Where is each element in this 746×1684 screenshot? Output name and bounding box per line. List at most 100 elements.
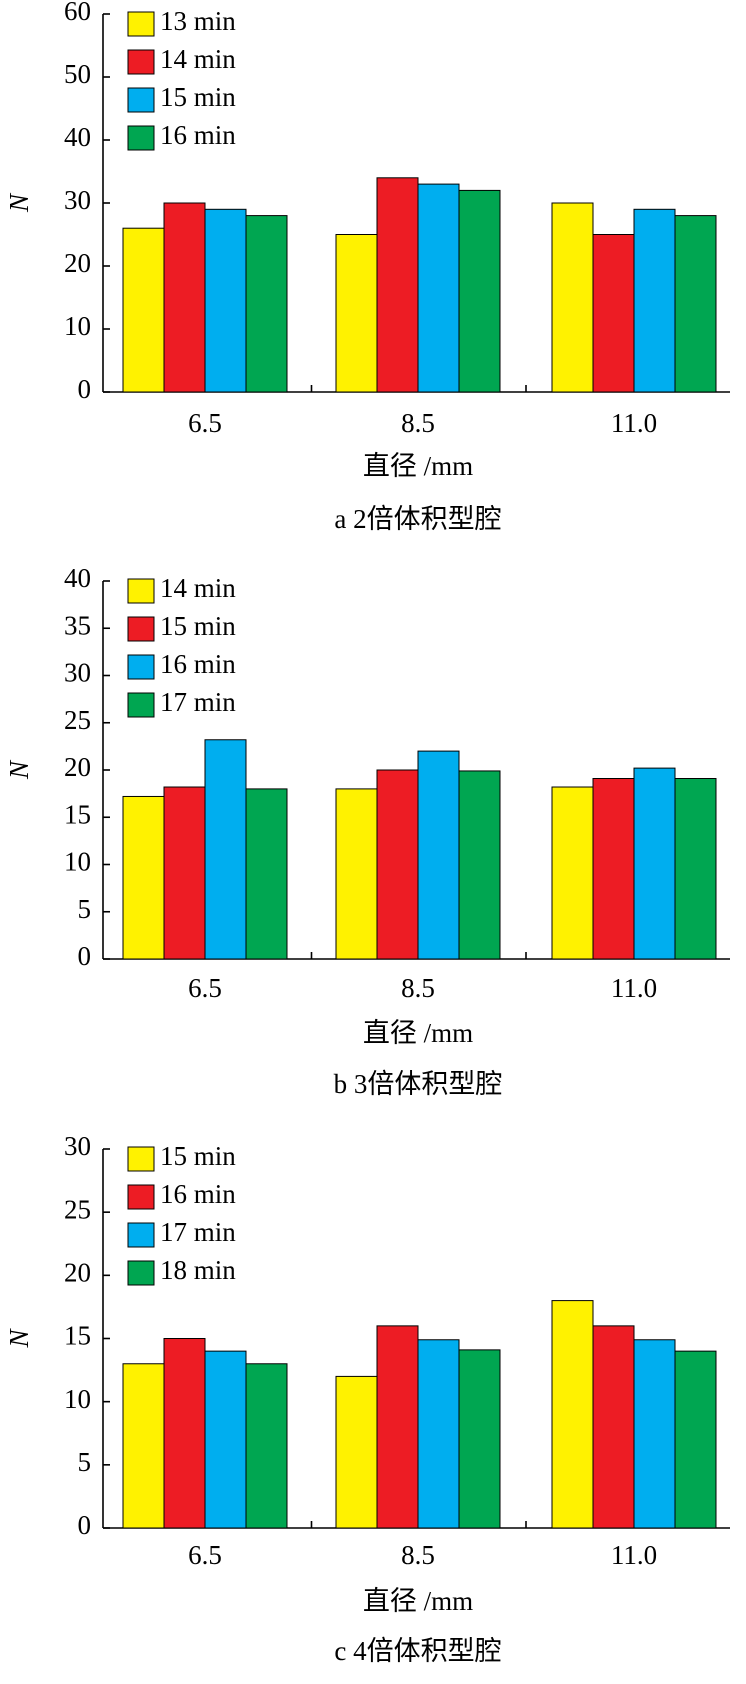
y-tick-label: 0 [78, 1510, 92, 1540]
bar [335, 788, 378, 960]
legend-label: 14 min [160, 44, 236, 74]
bar [458, 1349, 501, 1529]
x-tick-label: 11.0 [611, 973, 657, 1003]
bar [592, 234, 635, 393]
legend-label: 16 min [160, 1179, 236, 1209]
bar [245, 1363, 288, 1529]
y-tick-label: 20 [64, 1258, 91, 1288]
bar [376, 177, 419, 393]
legend-label: 17 min [160, 687, 236, 717]
bar [417, 183, 460, 393]
bar [633, 767, 676, 960]
bar [335, 1375, 378, 1529]
y-tick-label: 0 [78, 941, 92, 971]
legend-label: 14 min [160, 573, 236, 603]
bar [245, 215, 288, 393]
y-axis-label: N [4, 192, 34, 213]
y-tick-label: 5 [78, 894, 92, 924]
bar [417, 1339, 460, 1529]
y-tick-label: 20 [64, 752, 91, 782]
legend-swatch [127, 1222, 155, 1248]
legend-label: 16 min [160, 649, 236, 679]
bar [674, 215, 717, 393]
bar [122, 1363, 165, 1529]
caption: a 2倍体积型腔 [334, 504, 501, 534]
bar [674, 778, 717, 960]
bar [551, 786, 594, 960]
legend-swatch [127, 49, 155, 75]
bar [376, 1325, 419, 1529]
legend-label: 15 min [160, 1141, 236, 1171]
y-tick-label: 60 [64, 0, 91, 26]
legend-label: 18 min [160, 1255, 236, 1285]
caption: b 3倍体积型腔 [334, 1069, 503, 1099]
bar [376, 769, 419, 960]
y-tick-label: 50 [64, 59, 91, 89]
bar [633, 208, 676, 393]
legend-swatch [127, 1146, 155, 1172]
y-tick-label: 30 [64, 185, 91, 215]
x-tick-label: 6.5 [188, 408, 222, 438]
bar [245, 788, 288, 960]
y-tick-label: 10 [64, 311, 91, 341]
x-tick-label: 6.5 [188, 973, 222, 1003]
bar [674, 1350, 717, 1529]
bar [204, 739, 247, 960]
y-tick-label: 15 [64, 799, 91, 829]
y-tick-label: 40 [64, 563, 91, 593]
bar [551, 202, 594, 393]
bar [633, 1339, 676, 1529]
legend-swatch [127, 616, 155, 642]
bar [458, 770, 501, 960]
y-tick-label: 10 [64, 1384, 91, 1414]
x-tick-label: 11.0 [611, 1540, 657, 1570]
x-tick-label: 8.5 [401, 973, 435, 1003]
bar [335, 234, 378, 393]
legend-label: 17 min [160, 1217, 236, 1247]
legend-label: 15 min [160, 611, 236, 641]
legend-swatch [127, 125, 155, 151]
y-tick-label: 15 [64, 1321, 91, 1351]
legend-label: 16 min [160, 120, 236, 150]
x-axis-label: 直径 /mm [363, 1018, 473, 1048]
y-tick-label: 25 [64, 705, 91, 735]
y-tick-label: 0 [78, 374, 92, 404]
legend-label: 15 min [160, 82, 236, 112]
bar [592, 778, 635, 960]
x-tick-label: 8.5 [401, 408, 435, 438]
bar [458, 189, 501, 393]
y-tick-label: 35 [64, 610, 91, 640]
bar [204, 208, 247, 393]
bar [592, 1325, 635, 1529]
legend-label: 13 min [160, 6, 236, 36]
x-axis-label: 直径 /mm [363, 1586, 473, 1616]
bar [163, 202, 206, 393]
y-tick-label: 5 [78, 1447, 92, 1477]
bar [122, 227, 165, 393]
bar [163, 786, 206, 960]
x-axis-label: 直径 /mm [363, 451, 473, 481]
y-axis-label: N [4, 759, 34, 780]
x-tick-label: 11.0 [611, 408, 657, 438]
y-tick-label: 40 [64, 122, 91, 152]
bar [551, 1300, 594, 1529]
legend-swatch [127, 654, 155, 680]
y-axis-label: N [4, 1328, 34, 1349]
y-tick-label: 30 [64, 1131, 91, 1161]
y-tick-label: 20 [64, 248, 91, 278]
bar [122, 795, 165, 960]
legend-swatch [127, 1260, 155, 1286]
y-tick-label: 10 [64, 847, 91, 877]
legend-swatch [127, 692, 155, 718]
legend-swatch [127, 1184, 155, 1210]
y-tick-label: 25 [64, 1194, 91, 1224]
legend-swatch [127, 87, 155, 113]
legend-swatch [127, 11, 155, 37]
bar [204, 1350, 247, 1529]
bar [417, 750, 460, 960]
legend-swatch [127, 578, 155, 604]
x-tick-label: 6.5 [188, 1540, 222, 1570]
x-tick-label: 8.5 [401, 1540, 435, 1570]
y-tick-label: 30 [64, 658, 91, 688]
